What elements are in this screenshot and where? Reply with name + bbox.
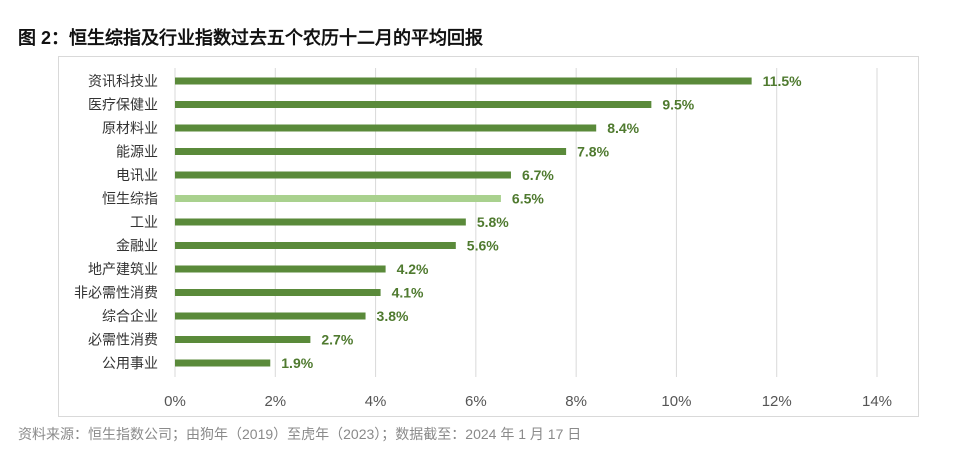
category-label: 能源业 (116, 145, 158, 161)
category-label: 非必需性消费 (74, 286, 158, 302)
bar (175, 124, 597, 132)
bar (175, 148, 567, 155)
category-label: 电讯业 (116, 168, 158, 184)
category-label: 医疗保健业 (88, 98, 158, 114)
bar (175, 336, 311, 343)
bar (175, 218, 466, 226)
bar (175, 312, 366, 320)
data-label: 11.5% (763, 73, 802, 89)
category-label: 公用事业 (102, 356, 158, 372)
label-layer: 0% 2% 4% 6% 8% 10% 12% 14% 资讯科技业 11.5% 医疗保健业 9.5% 原材… (74, 73, 892, 410)
data-label: 6.7% (522, 167, 554, 183)
category-label: 资讯科技业 (88, 74, 158, 90)
data-label: 8.4% (607, 120, 639, 136)
x-tick-label: 0% (164, 393, 186, 410)
bar (175, 289, 381, 296)
bar-layer (175, 77, 752, 367)
x-tick-label: 8% (565, 393, 587, 410)
category-label: 综合企业 (102, 308, 158, 325)
category-label: 原材料业 (102, 121, 158, 137)
data-label: 7.8% (577, 144, 609, 160)
bar (175, 242, 456, 249)
data-label: 4.1% (392, 285, 424, 301)
chart-frame (58, 56, 919, 417)
bar (175, 265, 386, 273)
category-label: 地产建筑业 (88, 262, 158, 278)
bar (175, 171, 511, 179)
data-label: 5.8% (477, 214, 509, 230)
category-label: 恒生综指 (102, 192, 158, 208)
data-label: 4.2% (397, 261, 429, 277)
data-label: 1.9% (281, 355, 313, 371)
x-tick-label: 2% (264, 393, 286, 410)
data-label: 5.6% (467, 238, 499, 254)
data-label: 2.7% (321, 332, 353, 348)
bar (175, 195, 501, 202)
data-label: 9.5% (662, 97, 694, 113)
x-tick-label: 14% (862, 393, 892, 410)
data-label: 3.8% (377, 308, 409, 324)
x-tick-label: 4% (365, 393, 387, 410)
category-label: 必需性消费 (88, 333, 158, 349)
category-label: 工业 (130, 215, 158, 231)
x-tick-label: 10% (661, 393, 691, 410)
chart-title: 图 2：恒生综指及行业指数过去五个农历十二月的平均回报 (18, 28, 484, 48)
source-note: 资料来源：恒生指数公司；由狗年（2019）至虎年（2023）；数据截至：2024… (18, 426, 582, 442)
x-tick-label: 6% (465, 393, 487, 410)
bar (175, 77, 752, 85)
bar (175, 101, 652, 108)
x-tick-label: 12% (762, 393, 792, 410)
bar (175, 359, 271, 367)
category-label: 金融业 (116, 239, 158, 255)
data-label: 6.5% (512, 191, 544, 207)
